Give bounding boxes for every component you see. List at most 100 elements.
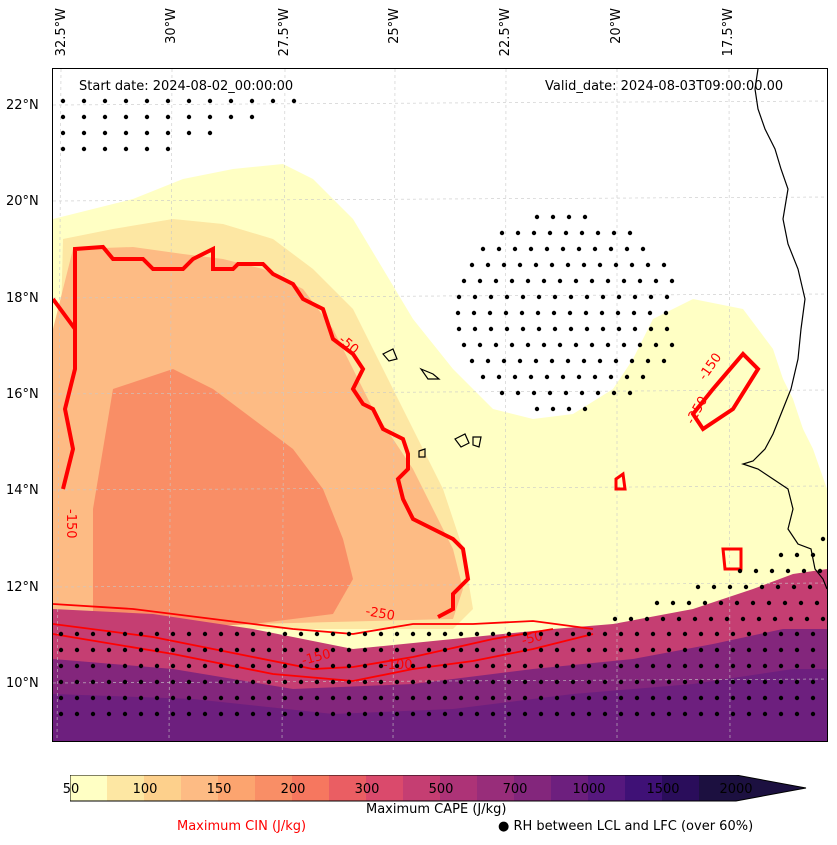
rh-dot [666,679,672,685]
rh-dot [547,230,553,236]
rh-dot [234,679,240,685]
rh-dot [154,679,160,685]
rh-dot [666,631,672,637]
rh-dot [565,262,571,268]
rh-dot [653,342,659,348]
coastline [382,69,827,590]
rh-dot [496,246,502,252]
rh-dot [586,647,592,653]
rh-dot [58,631,64,637]
rh-dot [394,647,400,653]
rh-dot [810,679,816,685]
colorbar-segment [107,775,144,801]
rh-dot [490,663,496,669]
rh-dot [775,584,781,590]
rh-dot [759,584,765,590]
rh-dot [282,695,288,701]
rh-dot [618,711,624,717]
rh-dot [487,310,493,316]
rh-dot [801,568,807,574]
rh-dot [477,278,483,284]
rh-dot [570,631,576,637]
cin-contour-small-1 [614,471,627,491]
rh-dot [650,647,656,653]
rh-dot [612,616,618,622]
rh-dot [144,98,150,104]
rh-dot [730,695,736,701]
rh-dot [298,679,304,685]
rh-dot [170,695,176,701]
lat-label-18n: 18°N [6,291,39,306]
island-3 [454,433,470,448]
rh-dot [560,246,566,252]
rh-dot [410,647,416,653]
rh-dot [282,679,288,685]
rh-dot [519,310,525,316]
rh-dot [670,600,676,606]
colorbar-tick-label: 300 [354,782,380,797]
rh-dot [605,342,611,348]
rh-dot [730,679,736,685]
rh-dot [730,631,736,637]
rh-dot [522,679,528,685]
rh-dot [634,647,640,653]
rh-dot [549,358,555,364]
lat-label-12n: 12°N [6,580,39,595]
map-panel[interactable]: -250 -150 -100 -50 -150 -150 -250 -50 [52,68,828,742]
rh-dot [714,631,720,637]
rh-dot [378,711,384,717]
colorbar-tick-label: 200 [280,782,306,797]
rh-dot [458,663,464,669]
rh-dot [648,326,654,332]
rh-dot [794,711,800,717]
rh-dot [533,358,539,364]
rh-dot [554,679,560,685]
rh-dot [234,711,240,717]
rh-dot [378,663,384,669]
rh-dot [458,695,464,701]
rh-dot [138,663,144,669]
rh-dot [528,246,534,252]
rh-dot [814,600,820,606]
rh-dot [538,695,544,701]
rh-dot [218,631,224,637]
rh-dot [538,711,544,717]
rh-dot [499,390,505,396]
rh-dot [669,278,675,284]
rh-dot [557,278,563,284]
rh-dot [554,663,560,669]
rh-dot [469,262,475,268]
rh-dot [186,663,192,669]
rh-dot [458,631,464,637]
lon-label-22-5w: 22.5°W [498,8,513,57]
rh-dot [634,631,640,637]
rh-dot [714,695,720,701]
rh-dot [538,663,544,669]
rh-dot [517,262,523,268]
rh-dot [618,631,624,637]
rh-dot [762,679,768,685]
rh-dot [650,711,656,717]
rh-dot [810,647,816,653]
rh-dot [586,631,592,637]
lon-label-27-5w: 27.5°W [277,8,292,57]
cape-field-1500 [53,669,827,741]
cin-contour-thin-100 [53,633,594,682]
rh-dot [472,326,478,332]
lon-label-30w: 30°W [164,8,179,44]
rh-dot [314,711,320,717]
rh-dot [581,262,587,268]
rh-dot [394,695,400,701]
rh-dot [634,663,640,669]
rh-dot [621,342,627,348]
rh-dot [563,390,569,396]
colorbar-tick-label: 150 [206,782,232,797]
rh-dot [538,631,544,637]
rh-dot [122,695,128,701]
rh-dot [378,679,384,685]
lon-label-32-5w: 32.5°W [54,8,69,57]
rh-dot [531,390,537,396]
rh-dot [654,600,660,606]
colorbar-tick-label: 500 [428,782,454,797]
rh-dot [456,326,462,332]
